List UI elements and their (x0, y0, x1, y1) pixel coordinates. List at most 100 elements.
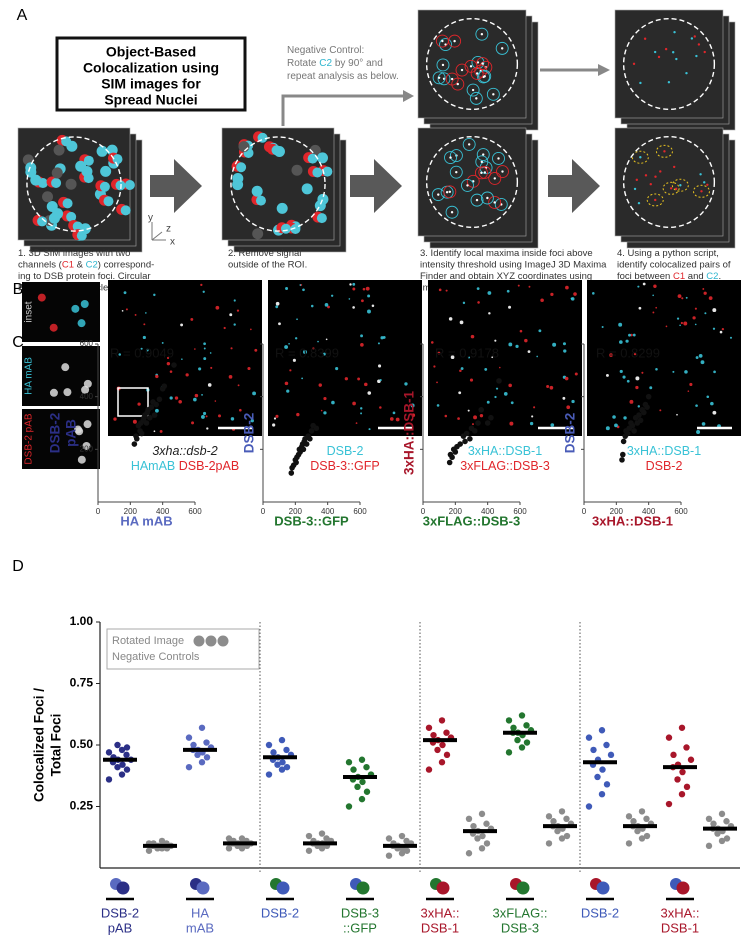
data-point (723, 835, 731, 842)
x-tick-label: 200 (289, 507, 303, 516)
focus (493, 201, 496, 204)
micrograph-spot (371, 304, 375, 308)
text-part: C2 (706, 271, 718, 282)
focus (695, 54, 698, 58)
focus (674, 187, 678, 191)
scatter-point (134, 436, 140, 442)
focus (486, 196, 489, 200)
inset-spot (83, 379, 92, 388)
focus (483, 75, 486, 78)
data-point (345, 759, 353, 766)
focus (633, 187, 637, 191)
text-part: DSB-2 (646, 459, 683, 473)
focus-ring (439, 38, 453, 51)
micrograph-spot (570, 297, 575, 301)
scatter-point (148, 404, 155, 411)
focus (483, 171, 487, 174)
scatter-point (645, 393, 652, 400)
inset-spot (81, 385, 90, 394)
text-part: ing to DSB protein foci. Circular (18, 271, 151, 282)
image-caption: DSB-2 (646, 459, 683, 473)
focus-ring (448, 34, 462, 48)
step-text: channels (C1 & C2) correspond- (18, 259, 154, 270)
focus (25, 162, 37, 174)
micrograph-spot (506, 289, 510, 293)
focus (480, 160, 484, 164)
micrograph-spot (676, 317, 680, 320)
data-point (594, 773, 601, 781)
data-point (185, 734, 193, 741)
category-label: DSB-1 (421, 920, 459, 935)
y-tick-label: 0.25 (70, 799, 94, 813)
focus (669, 187, 673, 190)
scatter-point (156, 396, 163, 403)
arrow-head (403, 90, 414, 102)
image-layer (614, 127, 724, 237)
micrograph-spot (181, 358, 183, 360)
focus (441, 63, 445, 67)
micrograph-spot (301, 377, 304, 380)
text-part: DSB-3::GFP (310, 459, 379, 473)
micrograph-spot (273, 417, 277, 420)
focus (685, 71, 688, 75)
micrograph-spot (687, 390, 690, 392)
micrograph-spot (706, 395, 710, 399)
micrograph-spot (254, 348, 258, 352)
focus (450, 211, 454, 214)
micrograph-spot (467, 409, 470, 412)
axis-glyph-label: y (148, 213, 153, 224)
micrograph-spot (701, 422, 706, 426)
data-point (190, 741, 197, 749)
focus (83, 155, 94, 166)
focus-ring (479, 60, 493, 74)
category-label: DSB-3 (341, 905, 379, 920)
micrograph-spot (250, 419, 254, 423)
focus (52, 208, 64, 220)
focus (679, 184, 682, 187)
micrograph-spot (695, 404, 698, 407)
micrograph-spot (364, 382, 368, 387)
micrograph-spot (488, 312, 491, 315)
focus (449, 156, 452, 159)
focus (37, 216, 48, 227)
x-tick-label: 0 (582, 507, 587, 516)
scatter-point (475, 420, 481, 426)
micrograph-spot (360, 334, 363, 338)
micrograph-spot (566, 405, 571, 410)
micrograph-spot (286, 389, 290, 393)
text-part: . (718, 271, 721, 282)
micrograph-spot (655, 306, 658, 309)
step-arrow (150, 159, 202, 213)
focus-ring (451, 77, 465, 91)
data-point (550, 818, 557, 825)
focus (238, 141, 250, 153)
micrograph-spot (289, 369, 292, 372)
data-point (483, 840, 491, 847)
micrograph-spot (153, 293, 156, 297)
data-point (278, 736, 286, 744)
focus (690, 37, 694, 40)
focus (639, 81, 642, 85)
y-axis-label: Colocalized Foci / (32, 688, 47, 802)
data-point (598, 727, 606, 734)
icon-circle (596, 881, 610, 895)
inset-spot (49, 388, 58, 397)
micrograph-spot (153, 430, 156, 433)
text-part: 3xHA::DSB-1 (468, 444, 542, 458)
data-point (443, 751, 451, 759)
micrograph-spot (325, 338, 328, 341)
micrograph-spot (275, 305, 279, 309)
y-tick-label: 200 (80, 444, 94, 453)
data-point (270, 749, 277, 756)
x-tick-label: 0 (421, 507, 426, 516)
focus-ring (466, 83, 480, 97)
data-point (123, 744, 131, 751)
micrograph-spot (470, 334, 475, 339)
micrograph-spot (190, 317, 194, 321)
micrograph-spot (605, 426, 610, 431)
micrograph-spot (300, 284, 303, 286)
data-point (683, 744, 690, 751)
micrograph-spot (536, 355, 538, 358)
data-point (203, 754, 211, 761)
